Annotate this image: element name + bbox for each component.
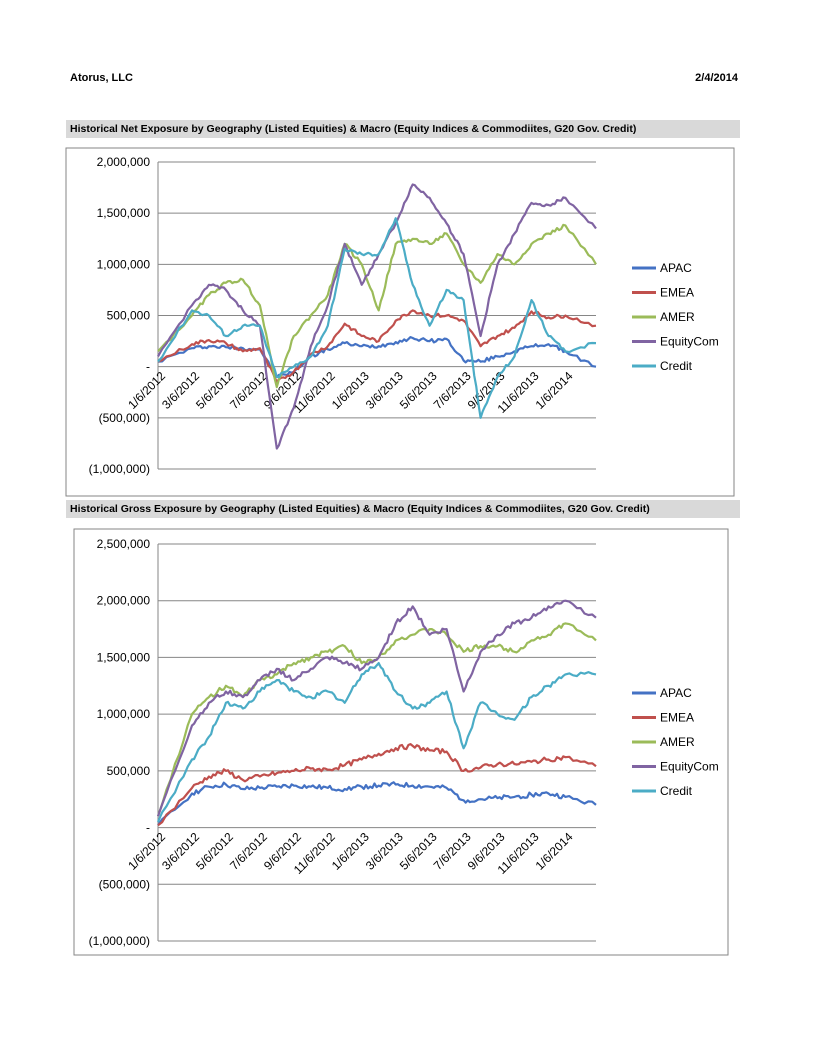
- y-tick-label: -: [146, 821, 150, 835]
- legend-label-credit: Credit: [660, 784, 693, 798]
- series-line-credit: [156, 661, 597, 823]
- report-date: 2/4/2014: [695, 72, 738, 84]
- legend-label-credit: Credit: [660, 359, 693, 373]
- y-tick-label: (500,000): [99, 411, 150, 425]
- y-tick-label: 1,000,000: [97, 257, 151, 271]
- legend-label-equitycom: EquityCom: [660, 760, 719, 774]
- gross-exposure-title: Historical Gross Exposure by Geography (…: [66, 500, 740, 518]
- y-tick-label: 1,000,000: [97, 707, 151, 721]
- series-line-apac: [157, 336, 597, 378]
- chart-1: 2,000,000 1,500,000 1,000,000 500,000 - (500,…: [65, 147, 735, 497]
- series-line-apac: [157, 781, 597, 826]
- y-tick-label: 1,500,000: [97, 650, 151, 664]
- legend-label-apac: APAC: [660, 261, 692, 275]
- y-tick-label: -: [146, 360, 150, 374]
- legend-label-apac: APAC: [660, 686, 692, 700]
- series-line-amer: [157, 223, 597, 389]
- legend-label-emea: EMEA: [660, 711, 694, 725]
- series-line-equitycom: [156, 599, 597, 817]
- chart-2: 2,500,000 2,000,000 1,500,000 1,000,000 500,…: [73, 528, 729, 956]
- chart-frame: [65, 147, 735, 497]
- legend-label-equitycom: EquityCom: [660, 335, 719, 349]
- chart-frame: [73, 528, 729, 956]
- y-tick-label: 1,500,000: [97, 206, 151, 220]
- legend-label-emea: EMEA: [660, 286, 694, 300]
- y-tick-label: (1,000,000): [89, 462, 150, 476]
- y-tick-label: 2,000,000: [97, 594, 151, 608]
- y-tick-label: 2,000,000: [97, 155, 151, 169]
- legend-label-amer: AMER: [660, 735, 695, 749]
- y-tick-label: 500,000: [107, 764, 151, 778]
- y-tick-label: 2,500,000: [97, 537, 151, 551]
- y-tick-label: (500,000): [99, 877, 150, 891]
- series-line-emea: [157, 742, 597, 827]
- net-exposure-title: Historical Net Exposure by Geography (Li…: [66, 120, 740, 138]
- series-line-credit: [157, 217, 597, 419]
- series-line-emea: [157, 309, 597, 384]
- y-tick-label: (1,000,000): [89, 934, 150, 948]
- legend-label-amer: AMER: [660, 310, 695, 324]
- y-tick-label: 500,000: [107, 309, 151, 323]
- company-name: Atorus, LLC: [70, 72, 133, 84]
